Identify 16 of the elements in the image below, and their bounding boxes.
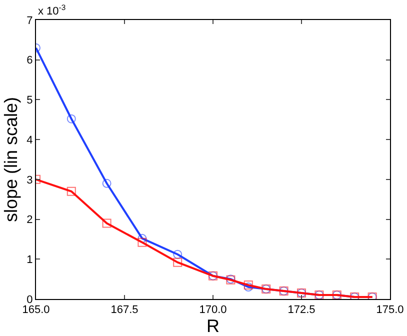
y-axis-title: slope (lin scale) — [0, 96, 21, 222]
y-tick-label: 0 — [26, 294, 33, 306]
text: x 10$^{-3}$ — [38, 3, 66, 18]
y-tick-label: 2 — [26, 214, 33, 226]
x-axis-title: R — [206, 316, 220, 336]
x-tick-label: 172.5 — [288, 304, 316, 316]
y-tick-label: 1 — [26, 254, 33, 266]
y-tick-label: 7 — [26, 14, 33, 27]
x-tick-label: 167.5 — [110, 304, 138, 316]
x-tick-label: 175.0 — [376, 304, 404, 316]
x-tick-label: 165.0 — [22, 304, 50, 316]
x-tick-label: 170.0 — [199, 304, 227, 316]
y-tick-label: 4 — [26, 134, 33, 146]
y-tick-label: 5 — [26, 94, 33, 107]
y-tick-label: 3 — [26, 174, 33, 186]
y-tick-label: 6 — [26, 54, 33, 67]
